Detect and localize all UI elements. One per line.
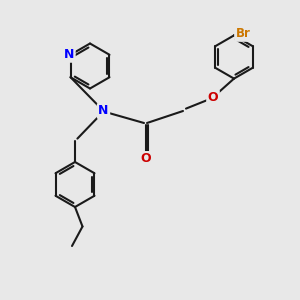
Text: Br: Br bbox=[236, 27, 250, 40]
Text: N: N bbox=[64, 48, 74, 61]
Text: N: N bbox=[98, 104, 109, 118]
Text: O: O bbox=[140, 152, 151, 166]
Text: O: O bbox=[208, 91, 218, 104]
